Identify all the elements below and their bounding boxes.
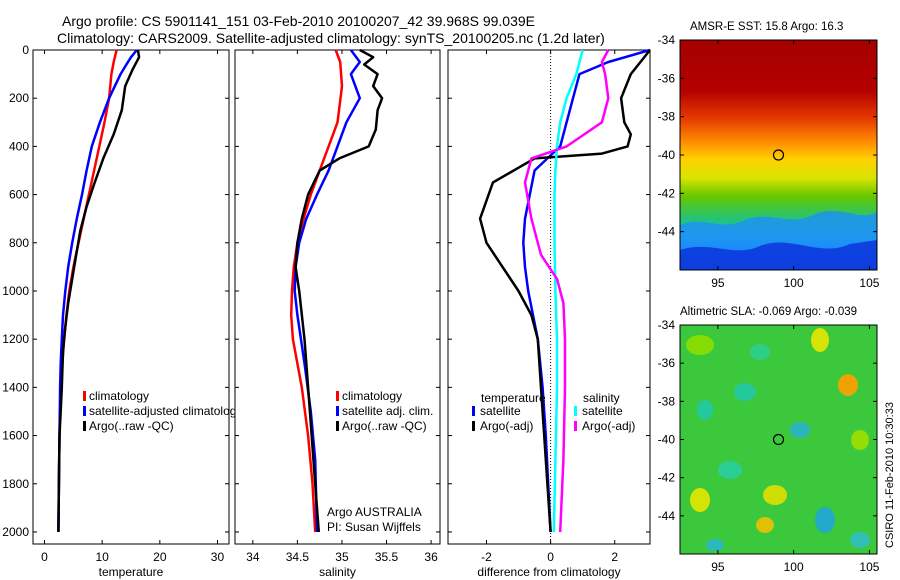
salinity-axes-box xyxy=(234,49,441,545)
sla-map-lon-label: 105 xyxy=(859,560,879,574)
sla-map-lat-label: -36 xyxy=(658,356,676,370)
sst-map-lon-label: 95 xyxy=(711,276,725,290)
sla-map-lon-label: 95 xyxy=(711,560,725,574)
sst-map-lat-label: -40 xyxy=(658,148,676,162)
legend-swatch xyxy=(336,406,339,416)
difference-xtick-label: 0 xyxy=(547,550,554,564)
temperature-axes-box xyxy=(32,49,230,545)
legend-label: Argo(-adj) xyxy=(480,419,533,433)
argo-location-marker xyxy=(772,433,785,446)
legend-heading-salinity: salinity xyxy=(583,391,620,405)
depth-tick-label: 1600 xyxy=(2,429,29,443)
sst-map-title: AMSR-E SST: 15.8 Argo: 16.3 xyxy=(690,21,844,33)
temperature-series-argo-raw-qc- xyxy=(57,49,141,533)
credit-annotation: PI: Susan Wijffels xyxy=(327,520,421,534)
sla-map-lat-label: -42 xyxy=(658,471,676,485)
salinity-xtick-label: 34 xyxy=(246,550,260,564)
depth-tick-label: 2000 xyxy=(2,525,29,539)
difference-series-satellite xyxy=(552,49,584,533)
difference-axes-box xyxy=(447,49,651,545)
sst-map-lat-label: -34 xyxy=(658,33,676,47)
legend-swatch xyxy=(472,406,475,416)
temperature-series-satellite-adjusted-climatolog xyxy=(57,49,138,533)
salinity-xtick-label: 34.5 xyxy=(286,550,310,564)
legend-swatch xyxy=(472,421,475,431)
legend-label: climatology xyxy=(89,389,149,403)
sst-map-lat-label: -42 xyxy=(658,186,676,200)
sst-map-lat-label: -38 xyxy=(658,110,676,124)
salinity-xtick-label: 35.5 xyxy=(375,550,399,564)
salinity-series-argo-raw-qc- xyxy=(294,48,384,533)
sst-map-lat-label: -44 xyxy=(658,225,676,239)
legend-label: satellite-adjusted climatolog xyxy=(89,404,236,418)
temperature-xtick-label: 20 xyxy=(153,550,167,564)
salinity-panel: 34 34.5 35 35.5 36 salinity climatologysatelli… xyxy=(234,48,441,579)
temperature-xtick-label: 10 xyxy=(95,550,109,564)
legend-swatch xyxy=(83,406,86,416)
temperature-xtick-label: 30 xyxy=(211,550,225,564)
legend-label: Argo(..raw -QC) xyxy=(89,419,174,433)
legend-label: Argo(-adj) xyxy=(582,419,635,433)
difference-xtick-label: -2 xyxy=(481,550,492,564)
temperature-xlabel: temperature xyxy=(99,565,164,579)
depth-tick-label: 1000 xyxy=(2,284,29,298)
difference-series-argo-adj- xyxy=(478,49,651,533)
salinity-xlabel: salinity xyxy=(319,565,356,579)
sla-map: -34 -36 -38 -40 -42 -44 95 100 105 xyxy=(658,318,880,574)
sst-map-lat-label: -36 xyxy=(658,71,676,85)
legend-swatch xyxy=(574,421,577,431)
sla-map-lat-label: -44 xyxy=(658,509,676,523)
legend-swatch xyxy=(83,391,86,401)
depth-tick-label: 800 xyxy=(9,236,29,250)
temperature-xtick-label: 0 xyxy=(41,550,48,564)
salinity-xtick-label: 35 xyxy=(335,550,349,564)
sla-field xyxy=(680,325,877,554)
difference-xtick-label: 2 xyxy=(611,550,618,564)
figure-title-line2: Climatology: CARS2009. Satellite-adjuste… xyxy=(57,30,605,46)
sla-map-title: Altimetric SLA: -0.069 Argo: -0.039 xyxy=(680,306,858,318)
depth-tick-label: 1400 xyxy=(2,380,29,394)
legend-swatch xyxy=(336,391,339,401)
depth-tick-label: 1800 xyxy=(2,477,29,491)
sla-map-lat-label: -40 xyxy=(658,433,676,447)
sst-map-lon-label: 105 xyxy=(859,276,879,290)
legend-label: Argo(..raw -QC) xyxy=(342,419,427,433)
legend-swatch xyxy=(574,406,577,416)
depth-tick-label: 1200 xyxy=(2,332,29,346)
sla-map-lon-label: 100 xyxy=(784,560,804,574)
depth-tick-label: 400 xyxy=(9,139,29,153)
depth-tick-label: 200 xyxy=(9,91,29,105)
temperature-panel: 0 10 20 30 temperature 0 200 400 600 800 1000 1200 1… xyxy=(2,43,236,579)
sla-map-lat-label: -34 xyxy=(658,318,676,332)
figure-title-line1: Argo profile: CS 5901141_151 03-Feb-2010… xyxy=(62,13,536,29)
salinity-xtick-label: 36 xyxy=(424,550,438,564)
legend-label: satellite xyxy=(480,404,521,418)
legend-heading-temperature: temperature xyxy=(481,391,546,405)
legend-label: satellite adj. clim. xyxy=(342,404,433,418)
sst-coldest-band xyxy=(680,240,877,270)
difference-xlabel: difference from climatology xyxy=(477,565,620,579)
depth-tick-label: 0 xyxy=(22,43,29,57)
sla-map-lat-label: -38 xyxy=(658,394,676,408)
argo-location-marker xyxy=(772,149,785,161)
sst-map-lon-label: 100 xyxy=(784,276,804,290)
difference-series-argo-adj- xyxy=(523,49,610,533)
depth-tick-label: 600 xyxy=(9,188,29,202)
sst-map: -34 -36 -38 -40 -42 -44 95 100 105 xyxy=(658,33,880,290)
legend-label: satellite xyxy=(582,404,623,418)
legend-swatch xyxy=(83,421,86,431)
credit-annotation: Argo AUSTRALIA xyxy=(327,505,422,519)
legend-swatch xyxy=(336,421,339,431)
legend-label: climatology xyxy=(342,389,402,403)
